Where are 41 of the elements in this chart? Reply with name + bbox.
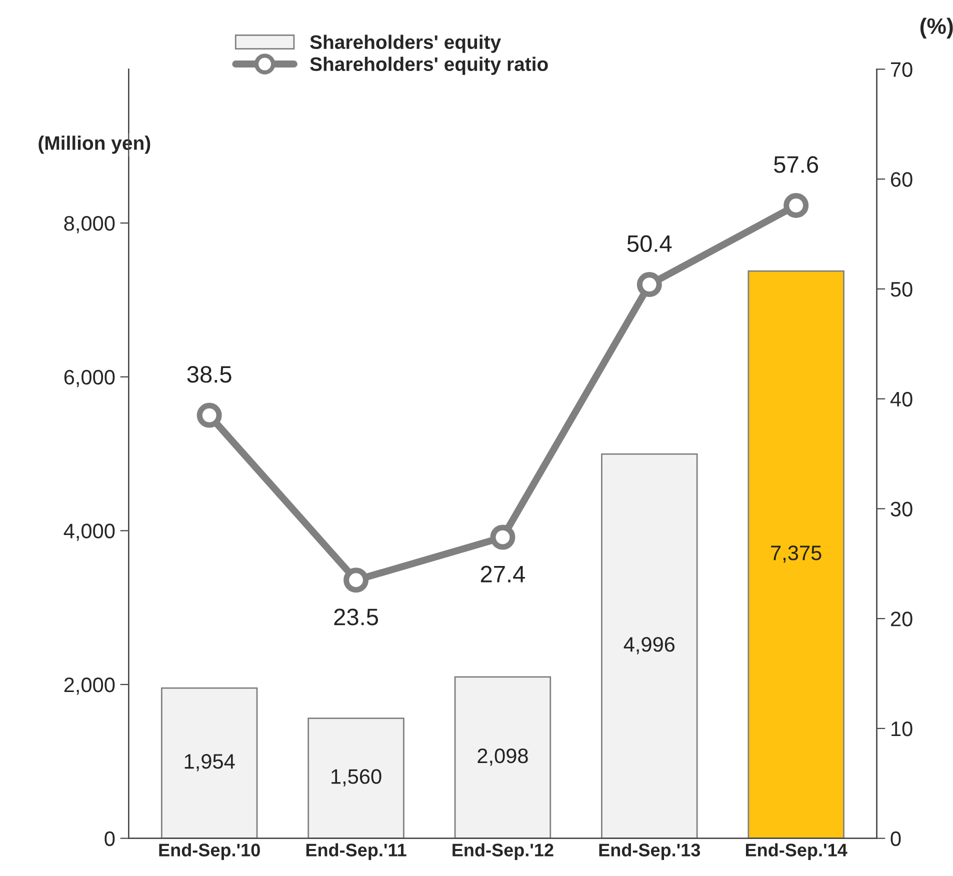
y2-tick-label: 50 [890, 282, 912, 297]
y2-tick-label: 0 [890, 831, 901, 846]
y2-tick-label: 10 [892, 721, 912, 736]
y2-tick-label: 60 [891, 172, 912, 187]
data-label: 2,098 [478, 748, 528, 766]
y2-axis-title: (%) [920, 18, 953, 38]
point [344, 568, 369, 593]
y2-tick-label: 40 [890, 392, 912, 407]
x-tick-label: End-Sep.'13 [599, 843, 700, 860]
data-label: 57.6 [774, 156, 818, 173]
bar [601, 453, 698, 838]
y-tick-label: 0 [104, 831, 115, 846]
bar [308, 718, 404, 838]
data-label: 38.5 [187, 366, 232, 383]
y2-tick-label: 20 [891, 612, 912, 626]
data-label: 7,375 [771, 546, 822, 563]
legend-label: Shareholders' equity [310, 34, 501, 53]
x-tick-label: End-Sep.'12 [452, 843, 554, 860]
x-tick-label: End-Sep.'10 [159, 843, 260, 860]
data-label: 4,996 [624, 637, 675, 654]
point [196, 402, 222, 428]
bar [748, 270, 844, 838]
bar [454, 676, 552, 838]
y2-tick-label: 70 [891, 62, 912, 77]
x-tick-label: End-Sep.'11 [306, 843, 406, 860]
data-label: 27.4 [480, 566, 525, 582]
y-tick-label: 6,000 [64, 370, 115, 388]
y2-tick-label: 30 [890, 502, 912, 516]
point [636, 272, 662, 298]
data-label: 1,560 [332, 769, 382, 786]
y-tick-label: 8,000 [64, 216, 115, 234]
point [784, 192, 809, 218]
point [490, 524, 516, 550]
data-label: 50.4 [627, 235, 672, 252]
bar [160, 687, 258, 838]
y-tick-label: 2,000 [64, 678, 115, 695]
legend-label: Shareholders' equity ratio [310, 56, 548, 75]
y-tick-label: 4,000 [64, 524, 115, 541]
data-label: 23.5 [334, 608, 378, 626]
data-label: 1,954 [184, 754, 235, 772]
x-tick-label: End-Sep.'14 [746, 843, 848, 860]
